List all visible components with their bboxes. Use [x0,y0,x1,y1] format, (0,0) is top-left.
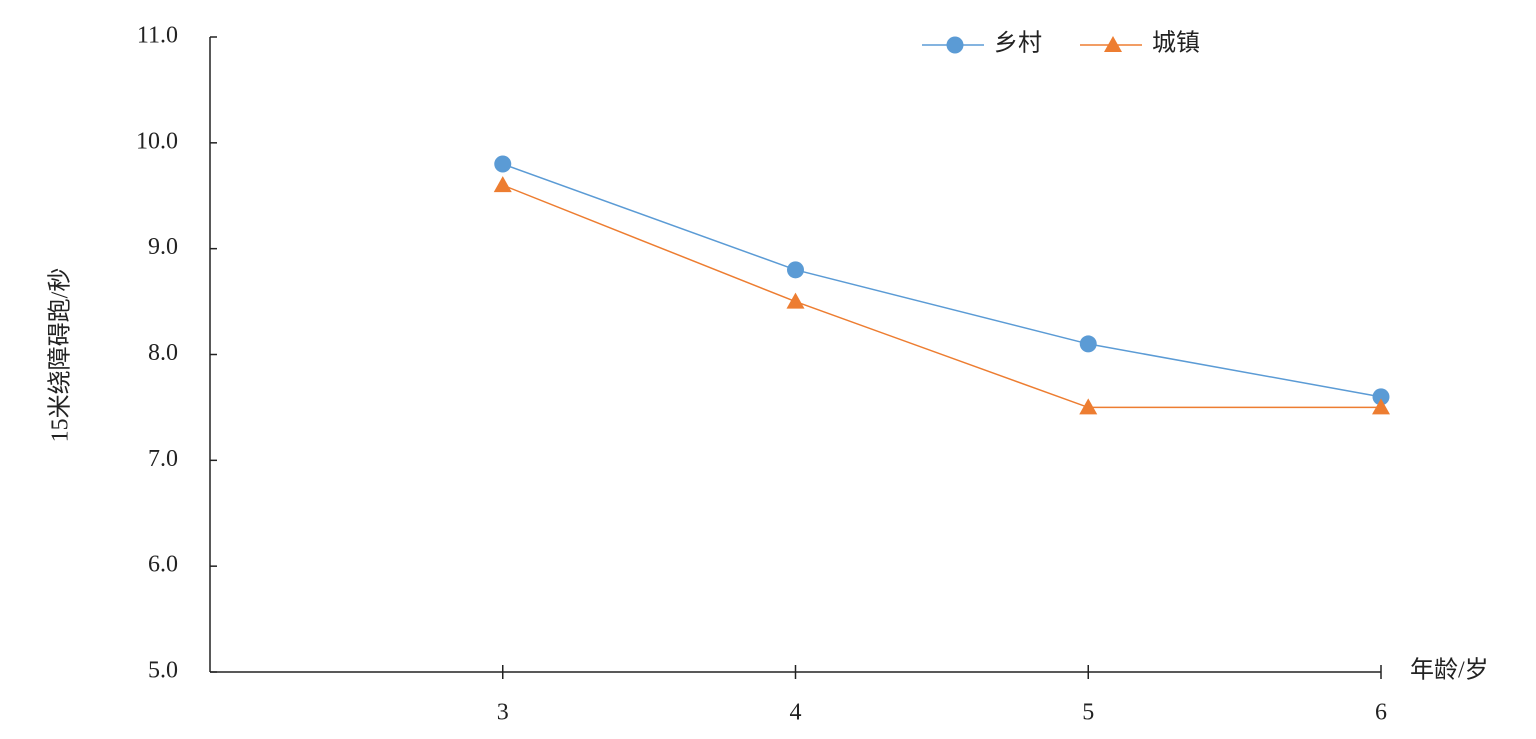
data-point [787,261,804,279]
x-tick-label: 4 [790,700,802,726]
legend-marker [1104,36,1122,52]
x-axis-label: 年龄/岁 [1410,657,1489,684]
x-tick-label: 5 [1082,700,1094,726]
x-tick-label: 6 [1375,700,1387,726]
data-point [493,176,512,193]
series-line [502,163,1382,398]
data-point [1372,398,1390,415]
legend-marker [946,36,964,54]
legend-label: 城镇 [1152,30,1200,57]
y-tick-label: 6.0 [148,552,178,578]
x-tick-label: 3 [497,700,509,726]
data-point [494,155,512,173]
y-axis-label: 15米绕障碍跑/秒 [47,268,74,443]
y-tick-label: 7.0 [148,446,178,472]
data-point [786,292,805,309]
y-tick-label: 8.0 [148,340,178,366]
data-point [1079,398,1098,415]
y-tick-label: 5.0 [148,658,178,684]
y-tick-label: 11.0 [137,23,178,49]
legend-label: 乡村 [994,30,1042,57]
series-line [502,184,1381,409]
y-tick-label: 10.0 [136,128,178,154]
y-tick-label: 9.0 [148,234,178,260]
data-point [1079,335,1097,353]
data-point [1372,388,1390,406]
